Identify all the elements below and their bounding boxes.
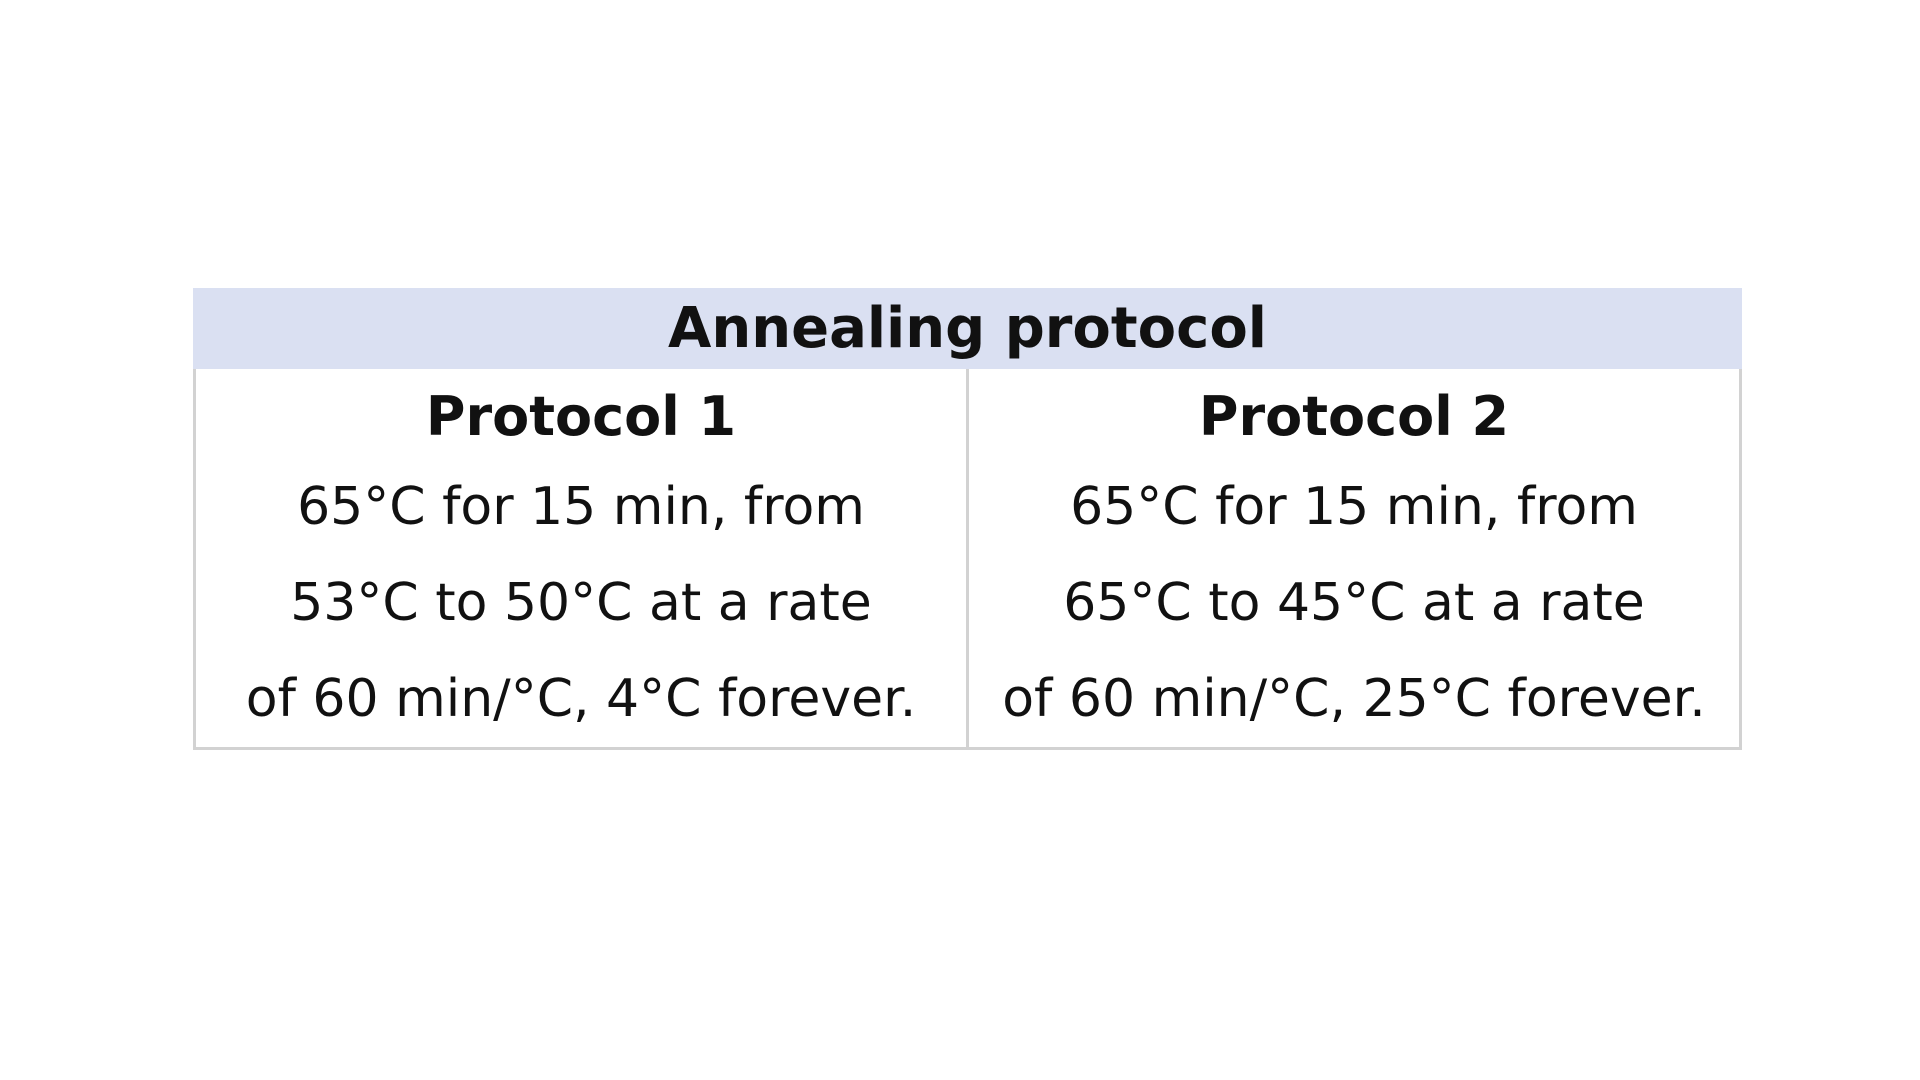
protocol-2-line-1: 65°C for 15 min, from [1070, 477, 1638, 537]
protocol-1-column: Protocol 1 65°C for 15 min, from 53°C to… [196, 369, 966, 747]
protocol-1-line-1: 65°C for 15 min, from [297, 477, 865, 537]
table-header: Annealing protocol [193, 288, 1742, 369]
protocol-2-line-3: of 60 min/°C, 25°C forever. [1002, 669, 1706, 729]
annealing-protocol-table: Annealing protocol Protocol 1 65°C for 1… [193, 288, 1742, 750]
protocol-1-title: Protocol 1 [425, 385, 737, 448]
protocol-2-line-2: 65°C to 45°C at a rate [1063, 573, 1645, 633]
protocol-2-column: Protocol 2 65°C for 15 min, from 65°C to… [966, 369, 1739, 747]
table-body: Protocol 1 65°C for 15 min, from 53°C to… [196, 369, 1739, 747]
protocol-1-line-3: of 60 min/°C, 4°C forever. [245, 669, 917, 729]
protocol-1-line-2: 53°C to 50°C at a rate [290, 573, 872, 633]
protocol-2-title: Protocol 2 [1198, 385, 1510, 448]
